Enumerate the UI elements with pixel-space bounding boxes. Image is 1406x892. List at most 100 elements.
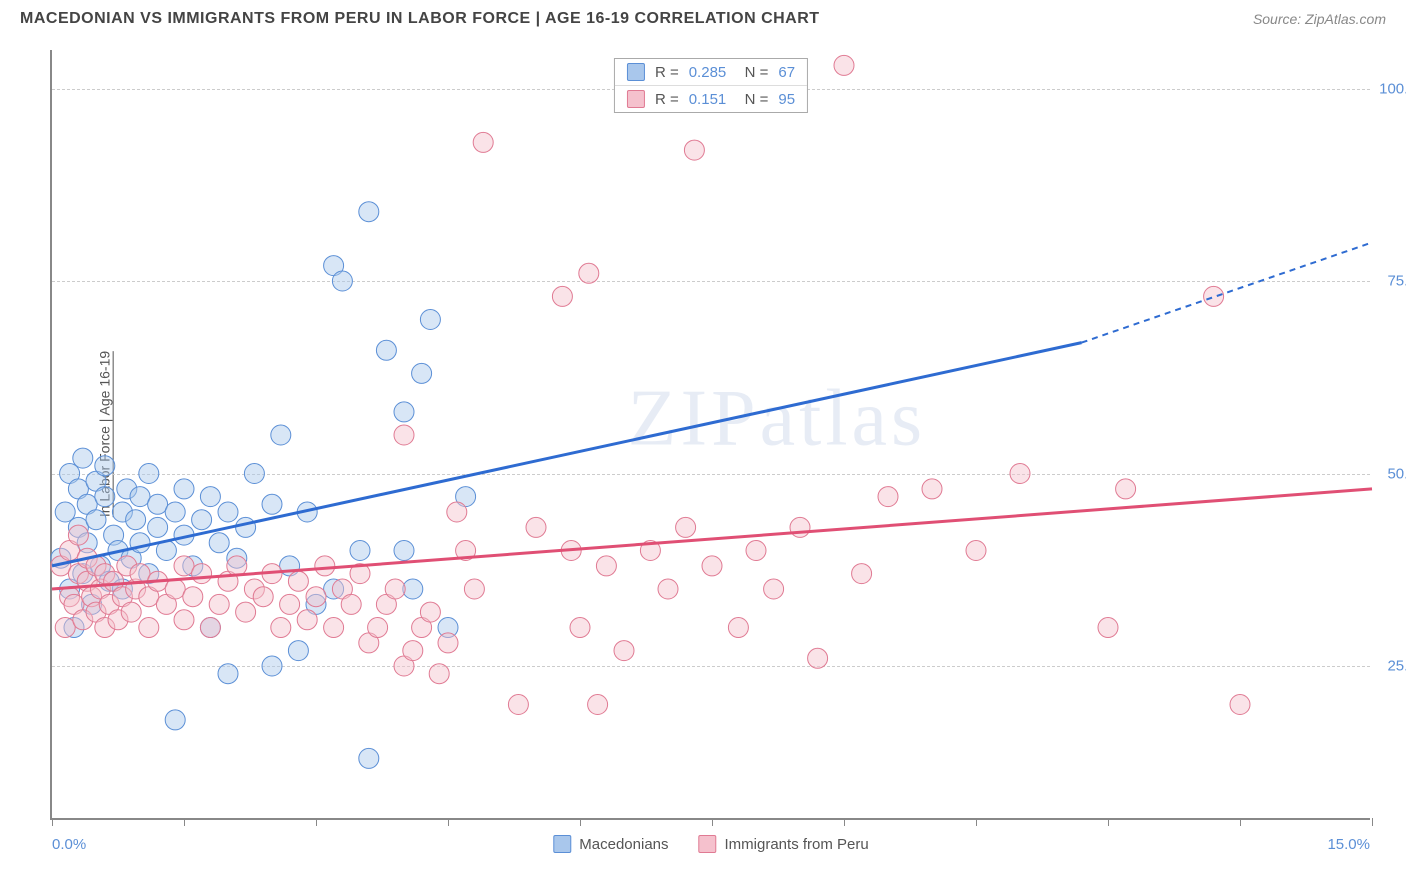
swatch-series-1 (627, 63, 645, 81)
x-tick (448, 818, 449, 826)
legend-label-1: Macedonians (579, 836, 668, 853)
scatter-point (324, 618, 344, 638)
scatter-point (764, 579, 784, 599)
scatter-point (376, 340, 396, 360)
scatter-point (271, 618, 291, 638)
x-tick (580, 818, 581, 826)
scatter-point (385, 579, 405, 599)
scatter-point (596, 556, 616, 576)
scatter-point (148, 494, 168, 514)
scatter-point (315, 556, 335, 576)
scatter-point (728, 618, 748, 638)
scatter-point (148, 517, 168, 537)
legend-item-2: Immigrants from Peru (699, 835, 869, 853)
trend-line (52, 343, 1082, 566)
scatter-point (1204, 286, 1224, 306)
scatter-point (394, 425, 414, 445)
x-tick (976, 818, 977, 826)
scatter-point (192, 564, 212, 584)
scatter-point (218, 502, 238, 522)
scatter-point (614, 641, 634, 661)
x-tick (1372, 818, 1373, 826)
scatter-point (526, 517, 546, 537)
scatter-point (306, 587, 326, 607)
y-tick-label: 25.0% (1387, 658, 1406, 675)
scatter-point (236, 517, 256, 537)
scatter-point (236, 602, 256, 622)
scatter-point (359, 202, 379, 222)
r-value-2: 0.151 (689, 91, 727, 108)
scatter-point (552, 286, 572, 306)
scatter-point (95, 456, 115, 476)
scatter-point (1230, 695, 1250, 715)
scatter-point (68, 525, 88, 545)
scatter-point (174, 479, 194, 499)
scatter-point (200, 618, 220, 638)
scatter-point (394, 402, 414, 422)
n-value-1: 67 (778, 64, 795, 81)
scatter-point (200, 487, 220, 507)
scatter-point (174, 556, 194, 576)
scatter-point (262, 656, 282, 676)
scatter-point (570, 618, 590, 638)
scatter-point (209, 594, 229, 614)
scatter-point (139, 464, 159, 484)
scatter-point (271, 425, 291, 445)
x-max-label: 15.0% (1327, 836, 1370, 853)
legend-swatch-1 (553, 835, 571, 853)
scatter-point (473, 132, 493, 152)
legend-item-1: Macedonians (553, 835, 668, 853)
scatter-point (121, 602, 141, 622)
scatter-point (403, 579, 423, 599)
scatter-point (227, 556, 247, 576)
r-value-1: 0.285 (689, 64, 727, 81)
scatter-point (341, 594, 361, 614)
scatter-point (420, 602, 440, 622)
scatter-point (95, 487, 115, 507)
y-tick-label: 100.0% (1379, 80, 1406, 97)
x-tick (52, 818, 53, 826)
scatter-plot-svg (52, 50, 1370, 818)
chart-title: MACEDONIAN VS IMMIGRANTS FROM PERU IN LA… (20, 10, 820, 28)
swatch-series-2 (627, 90, 645, 108)
scatter-point (350, 541, 370, 561)
stats-row-series-2: R =0.151 N =95 (615, 85, 807, 112)
scatter-point (86, 510, 106, 530)
scatter-point (966, 541, 986, 561)
scatter-point (139, 618, 159, 638)
bottom-legend: Macedonians Immigrants from Peru (553, 835, 868, 853)
scatter-point (464, 579, 484, 599)
scatter-point (588, 695, 608, 715)
scatter-point (429, 664, 449, 684)
x-tick (1108, 818, 1109, 826)
scatter-point (130, 487, 150, 507)
scatter-point (1010, 464, 1030, 484)
scatter-point (579, 263, 599, 283)
scatter-point (1116, 479, 1136, 499)
scatter-point (746, 541, 766, 561)
scatter-point (658, 579, 678, 599)
x-tick (1240, 818, 1241, 826)
scatter-point (332, 271, 352, 291)
source-attribution: Source: ZipAtlas.com (1253, 11, 1386, 27)
scatter-point (55, 618, 75, 638)
correlation-chart: In Labor Force | Age 16-19 ZIPatlas 25.0… (50, 50, 1370, 820)
scatter-point (280, 594, 300, 614)
scatter-point (126, 510, 146, 530)
scatter-point (165, 710, 185, 730)
scatter-point (165, 579, 185, 599)
scatter-point (288, 571, 308, 591)
scatter-point (192, 510, 212, 530)
scatter-point (262, 494, 282, 514)
scatter-point (508, 695, 528, 715)
x-tick (316, 818, 317, 826)
scatter-point (852, 564, 872, 584)
scatter-point (73, 448, 93, 468)
trend-line-extrapolated (1082, 243, 1372, 343)
x-tick (844, 818, 845, 826)
scatter-point (368, 618, 388, 638)
scatter-point (394, 541, 414, 561)
stats-legend: R =0.285 N =67 R =0.151 N =95 (614, 58, 808, 113)
scatter-point (403, 641, 423, 661)
scatter-point (412, 363, 432, 383)
